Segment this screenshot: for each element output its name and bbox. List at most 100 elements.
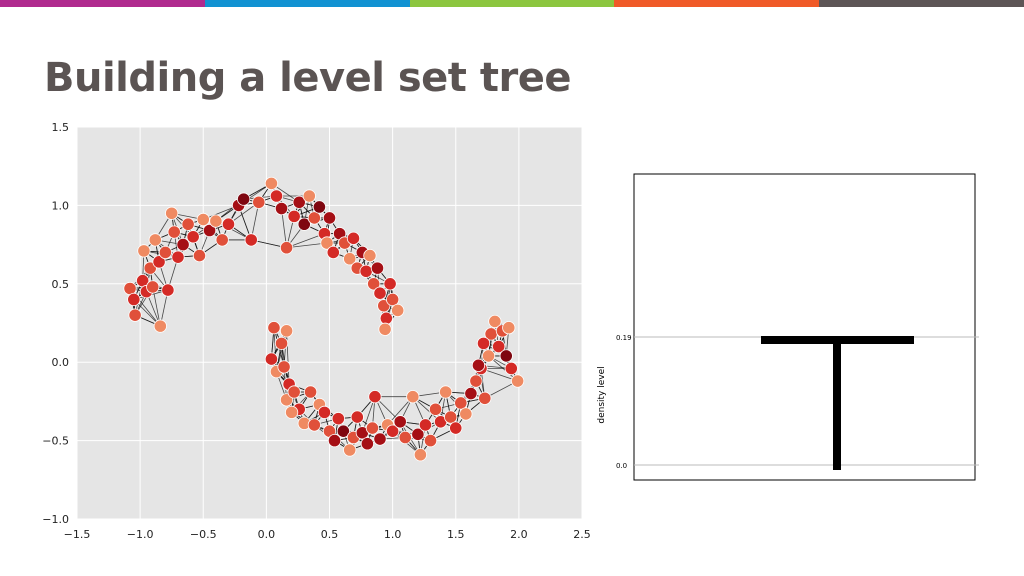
data-point <box>312 200 326 214</box>
data-point <box>459 407 473 421</box>
data-point <box>244 233 258 247</box>
x-tick-label: −1.5 <box>64 528 91 541</box>
data-point <box>336 424 350 438</box>
y-axis-label: density level <box>597 366 607 423</box>
x-tick-label: 0.5 <box>321 528 339 541</box>
data-point <box>287 385 301 399</box>
data-point <box>274 336 289 350</box>
data-point <box>464 386 478 401</box>
data-point <box>378 322 392 336</box>
data-point <box>469 374 483 388</box>
x-tick-label: 2.5 <box>573 528 591 541</box>
data-point <box>317 405 332 419</box>
data-point <box>413 448 427 462</box>
data-point <box>346 231 361 245</box>
data-point <box>148 233 162 247</box>
data-point <box>373 286 387 300</box>
data-point <box>365 421 380 435</box>
data-point <box>274 201 289 216</box>
data-point <box>488 314 502 329</box>
color-bar-segment-blue <box>204 0 410 7</box>
data-point <box>267 321 281 335</box>
y-tick-label: −1.0 <box>42 513 69 526</box>
graph-edge <box>215 220 252 241</box>
data-point <box>215 233 229 247</box>
data-point <box>221 217 236 231</box>
data-point <box>297 217 311 231</box>
data-point <box>269 189 284 203</box>
data-point <box>186 230 200 244</box>
data-point <box>368 390 382 404</box>
data-point <box>423 433 438 448</box>
data-point <box>499 349 513 363</box>
x-tick-label: −0.5 <box>190 528 217 541</box>
data-point <box>165 206 179 220</box>
x-tick-label: 1.5 <box>447 528 465 541</box>
data-point <box>196 212 210 227</box>
data-point <box>285 405 299 419</box>
data-point <box>444 410 458 424</box>
data-point <box>331 412 345 426</box>
data-point <box>127 292 141 307</box>
color-bar-segment-gray <box>819 0 1024 7</box>
data-point <box>454 396 468 410</box>
data-point <box>292 195 306 209</box>
data-point <box>176 238 190 252</box>
data-point <box>428 402 443 416</box>
data-point <box>322 211 337 225</box>
tree-plot-frame <box>633 173 976 481</box>
y-tick-label: 1.5 <box>52 121 70 134</box>
level-set-tree-plot: 0.19 0.0 density level <box>597 173 979 481</box>
graph-edge <box>286 233 325 249</box>
data-point <box>161 283 175 297</box>
data-point <box>279 324 294 338</box>
data-point <box>343 443 357 457</box>
data-point <box>367 277 381 291</box>
data-point <box>277 360 291 374</box>
data-point <box>511 374 525 388</box>
x-tick-label: 0.0 <box>258 528 276 541</box>
y-tick-label-0.0: 0.0 <box>616 462 627 470</box>
data-point <box>504 361 518 376</box>
data-point <box>146 280 160 294</box>
data-point <box>391 303 405 318</box>
data-point <box>360 437 374 451</box>
data-point <box>502 321 516 335</box>
y-axis-ticks: 1.5 1.0 0.5 0.0 −0.5 −1.0 <box>42 121 69 526</box>
data-point <box>383 277 397 291</box>
y-tick-label: −0.5 <box>42 435 69 448</box>
x-tick-label: 1.0 <box>384 528 402 541</box>
data-point <box>343 252 357 266</box>
data-point <box>379 311 393 325</box>
data-point <box>350 410 364 424</box>
data-point <box>326 245 340 260</box>
data-point <box>359 264 373 278</box>
data-point <box>307 418 321 432</box>
y-tick-label-0.19: 0.19 <box>616 334 632 342</box>
y-tick-label: 0.5 <box>52 278 70 291</box>
moons-scatter-plot: −1.5 −1.0 −0.5 0.0 0.5 1.0 1.5 2.0 2.5 1.5 1.0 0.5… <box>42 121 591 541</box>
data-point <box>393 415 407 429</box>
data-point <box>386 292 400 307</box>
x-tick-label: 2.0 <box>510 528 528 541</box>
x-tick-label: −1.0 <box>127 528 154 541</box>
data-point <box>492 339 506 354</box>
data-point <box>418 418 433 432</box>
data-point <box>181 217 195 231</box>
data-point <box>370 261 385 275</box>
data-point <box>303 385 318 399</box>
data-point <box>153 319 167 333</box>
data-point <box>307 211 321 225</box>
data-point <box>449 421 463 435</box>
data-point <box>471 358 486 372</box>
data-point <box>373 432 387 446</box>
data-point <box>363 248 377 263</box>
data-point <box>192 248 207 263</box>
data-point <box>128 308 142 322</box>
data-point <box>302 189 316 203</box>
color-bar-segment-magenta <box>0 0 205 7</box>
graph-edge <box>273 327 277 372</box>
y-tick-label: 0.0 <box>52 356 70 369</box>
data-point <box>264 176 279 191</box>
y-tick-label: 1.0 <box>52 199 70 212</box>
